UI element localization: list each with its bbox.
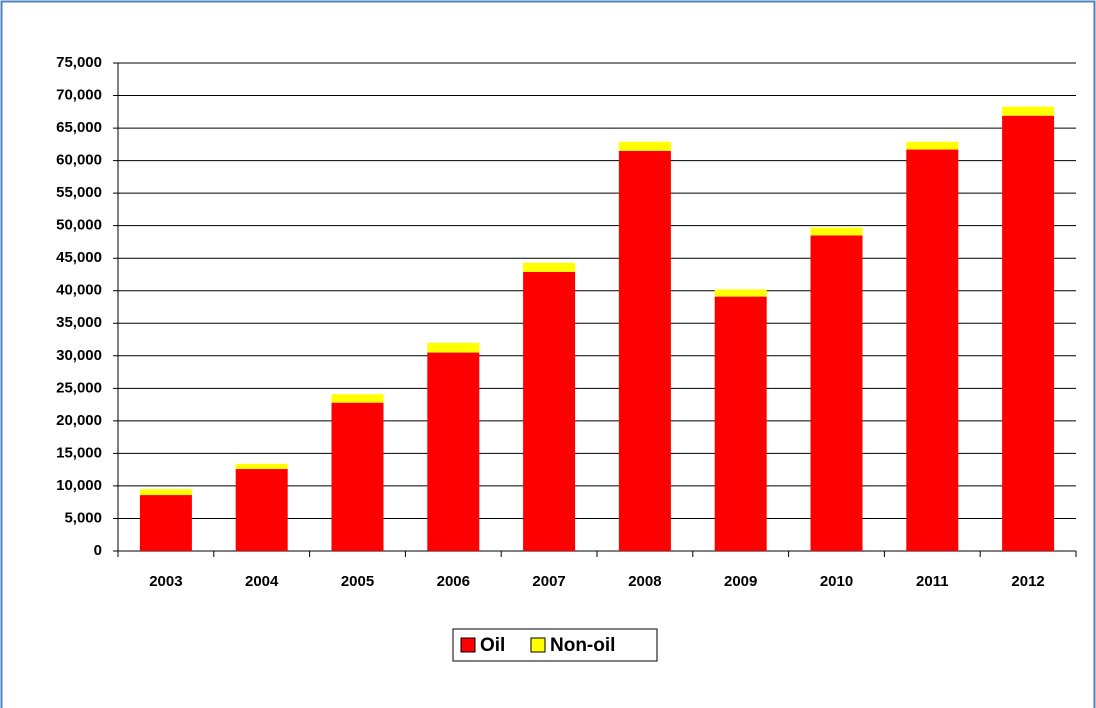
bar-segment — [1002, 106, 1055, 116]
x-tick-label: 2007 — [532, 573, 565, 590]
y-tick-label: 65,000 — [56, 119, 102, 136]
y-tick-label: 60,000 — [56, 152, 102, 169]
legend-swatch — [460, 637, 476, 653]
bar-segment — [714, 296, 767, 551]
legend-label: Oil — [480, 635, 505, 656]
x-tick-label: 2005 — [341, 573, 374, 590]
x-tick-label: 2010 — [820, 573, 853, 590]
bar-segment — [427, 352, 480, 551]
bar-segment — [235, 469, 288, 551]
bar-segment — [523, 262, 576, 272]
y-tick-label: 30,000 — [56, 347, 102, 364]
x-tick-label: 2009 — [724, 573, 757, 590]
bar-segment — [618, 150, 671, 551]
bar-segment — [618, 141, 671, 151]
y-tick-label: 40,000 — [56, 282, 102, 299]
bar-segment — [235, 463, 288, 470]
bar-segment — [331, 394, 384, 403]
y-tick-label: 45,000 — [56, 249, 102, 266]
y-tick-label: 70,000 — [56, 87, 102, 104]
x-tick-label: 2012 — [1011, 573, 1044, 590]
bar-segment — [427, 342, 480, 353]
x-tick-label: 2006 — [437, 573, 470, 590]
bar-segment — [331, 402, 384, 551]
bar-segment — [810, 235, 863, 551]
bar-segment — [810, 227, 863, 236]
bar-segment — [139, 489, 192, 496]
bar-segment — [906, 149, 959, 551]
x-tick-label: 2004 — [245, 573, 279, 590]
x-tick-label: 2003 — [149, 573, 182, 590]
y-tick-label: 50,000 — [56, 217, 102, 234]
y-tick-label: 25,000 — [56, 379, 102, 396]
bar-segment — [1002, 115, 1055, 551]
bar-segment — [523, 271, 576, 551]
bar-segment — [139, 495, 192, 551]
y-tick-label: 10,000 — [56, 477, 102, 494]
y-tick-label: 0 — [94, 542, 102, 559]
x-tick-label: 2011 — [916, 573, 949, 590]
y-tick-label: 55,000 — [56, 184, 102, 201]
y-tick-label: 15,000 — [56, 444, 102, 461]
bar-segment — [906, 141, 959, 150]
legend-swatch — [530, 637, 546, 653]
y-tick-label: 75,000 — [56, 54, 102, 71]
y-tick-label: 5,000 — [64, 509, 102, 526]
legend-box — [452, 628, 658, 662]
y-tick-label: 20,000 — [56, 412, 102, 429]
legend-label: Non-oil — [550, 635, 615, 656]
x-tick-label: 2008 — [628, 573, 661, 590]
y-tick-label: 35,000 — [56, 314, 102, 331]
bar-segment — [714, 289, 767, 297]
